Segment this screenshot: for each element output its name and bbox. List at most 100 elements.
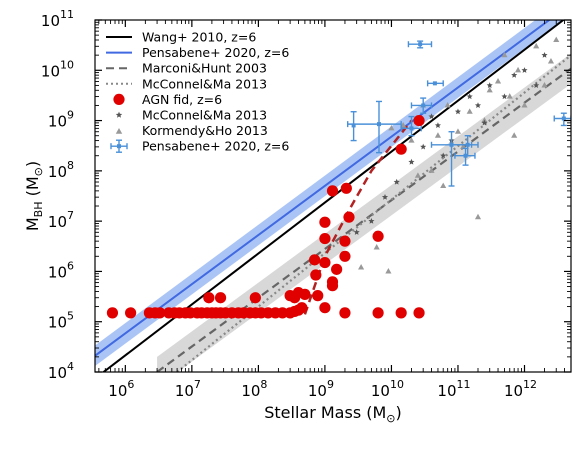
legend-item-2: Marconi&Hunt 2003 [106,61,267,76]
triangle-point-22 [414,172,421,178]
circle-point-0 [106,307,119,319]
circle-point-44 [339,250,351,262]
circle-point-48 [343,211,355,223]
circle-point-57 [395,143,407,155]
circle-point-30 [203,292,215,304]
circle-point-53 [372,307,384,319]
triangle-point-6 [428,167,435,173]
triangle-point-21 [460,143,467,149]
y-tick-label-2: 106 [48,259,74,281]
y-axis-label: MBH (M⊙) [23,161,45,231]
circle-point-32 [249,292,261,304]
star-point-0 [353,229,360,235]
triangle-point-15 [514,66,522,73]
legend-label-0: Wang+ 2010, z=6 [142,30,256,45]
relation-line-2 [156,67,571,372]
triangle-point-4 [408,137,415,143]
errorbar-point-8 [454,147,476,166]
circle-point-45 [309,254,321,266]
legend-label-1: Pensabene+ 2020, z=6 [142,45,289,60]
y-tick-label-1: 105 [48,310,74,332]
star-point-12 [501,93,508,100]
legend-item-0: Wang+ 2010, z=6 [106,30,256,45]
x-tick-label-3: 109 [308,378,334,400]
circle-point-51 [340,182,352,194]
triangle-point-9 [454,128,462,134]
legend-item-6: Kormendy&Ho 2013 [115,123,268,138]
legend-label-6: Kormendy&Ho 2013 [142,123,268,138]
star-point-13 [511,71,518,78]
triangle-point-25 [501,51,508,58]
triangle-point-13 [494,78,502,84]
circle-point-37 [312,290,324,302]
circle-point-1 [124,307,137,319]
triangle-point-23 [385,268,392,274]
circle-point-54 [395,307,407,319]
triangle-point-7 [434,132,442,138]
axis-ticks: 106 107 108 109 1010 1011 1012 104 105 106 107 108 1… [41,8,572,400]
circle-point-49 [319,216,331,228]
star-point-1 [368,217,375,224]
x-tick-label-4: 1010 [371,378,404,400]
circle-point-29 [296,302,308,314]
legend-item-3: McConnel&Ma 2013 [106,76,267,91]
circle-point-50 [326,185,339,197]
triangle-point-11 [474,213,482,220]
relation-band-2 [157,53,571,372]
legend-item-7: Pensabene+ 2020, z=6 [110,139,289,154]
triangle-point-19 [547,58,555,64]
legend-item-1: Pensabene+ 2020, z=6 [106,45,289,60]
errorbar-point-0 [407,40,433,49]
triangle-point-2 [388,124,395,131]
circle-point-31 [214,292,227,304]
circle-point-36 [299,288,311,300]
errorbar-point-5 [400,115,422,137]
x-tick-label-1: 107 [175,378,201,400]
triangle-point-10 [466,108,473,114]
x-tick-label-5: 1011 [437,378,470,400]
data-markers [106,36,571,319]
triangle-point-17 [533,42,540,49]
circle-point-43 [331,263,343,275]
errorbar-point-3 [350,111,357,142]
triangle-point-1 [373,244,380,250]
star-point-18 [428,113,435,120]
circle-point-41 [310,269,322,281]
star-point-10 [474,102,482,109]
star-point-16 [541,51,548,58]
plot-frame [94,19,572,373]
triangle-point-18 [541,82,548,88]
star-point-6 [434,122,441,129]
circle-point-40 [326,276,339,288]
legend-label-4: AGN fid, z=6 [142,92,222,107]
star-point-14 [521,67,528,73]
errorbar-point-4 [346,100,402,154]
star-point-3 [393,178,400,185]
circle-point-25 [276,307,289,319]
relation-line-1 [95,20,551,357]
legend-errorbar-marker [110,139,128,153]
circle-point-55 [413,307,425,319]
star-point-17 [440,152,447,159]
star-point-8 [454,108,462,115]
star-point-19 [481,119,488,126]
legend-item-4: AGN fid, z=6 [113,92,222,107]
y-tick-label-4: 108 [48,159,74,181]
y-tick-label-6: 1010 [41,58,74,80]
circle-point-56 [372,230,384,242]
legend-label-7: Pensabene+ 2020, z=6 [142,139,289,154]
circle-point-47 [339,235,351,247]
circle-point-58 [413,114,425,127]
errorbar-point-2 [410,97,433,114]
triangle-point-12 [486,86,493,93]
errorbar-point-9 [553,112,571,127]
circle-point-4 [154,307,166,319]
relation-line-3 [176,54,571,372]
circle-point-42 [319,256,331,269]
triangle-point-26 [511,132,518,138]
circle-point-46 [319,232,331,245]
triangle-point-8 [444,102,451,108]
x-tick-label-0: 106 [108,378,134,400]
